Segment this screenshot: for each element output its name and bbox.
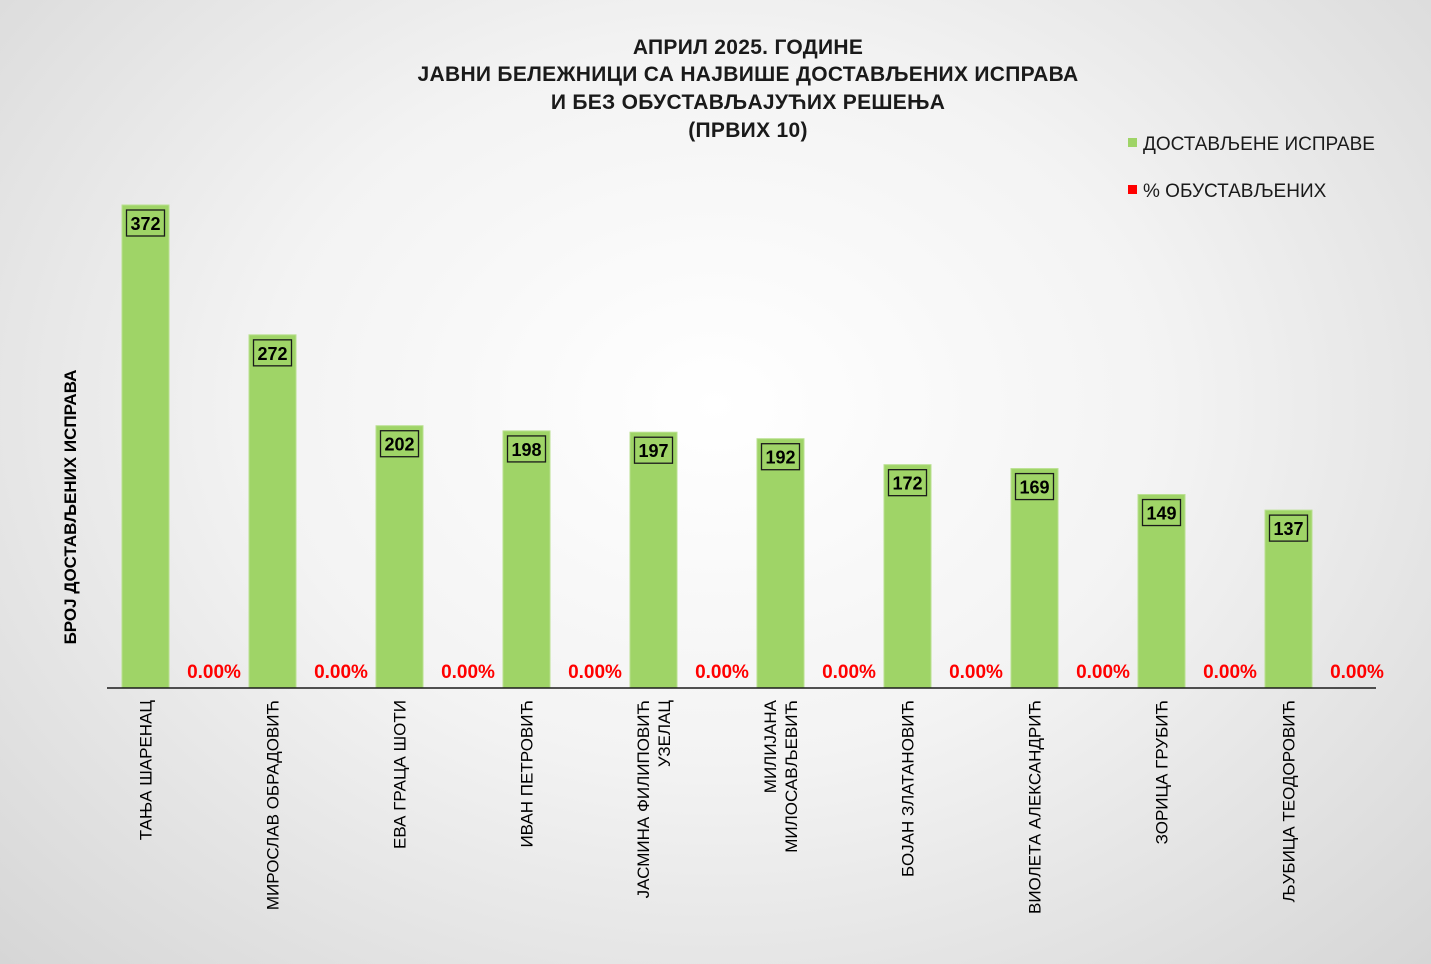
bar-value-box-2 [252, 339, 293, 367]
bar-5 [629, 431, 678, 689]
percent-label-10: 0.00% [1330, 662, 1384, 683]
category-label-7-line-1: БОЈАН ЗЛАТАНОВИЋ [899, 700, 918, 877]
bars: 372 0.00% 272 0.00% 202 0.00% 198 0.00% 197 0.00%… [121, 204, 1384, 689]
percent-label-4: 0.00% [568, 662, 622, 683]
legend-entry-1: ДОСТАВЉЕНЕ ИСПРАВЕ [1143, 134, 1375, 155]
category-label-5: ЈАСМИНА ФИЛИПОВИЋ УЗЕЛАЦ [634, 700, 674, 899]
bar-9 [1137, 494, 1186, 689]
legend-swatch-2 [1128, 185, 1137, 194]
bar-value-box-7 [887, 469, 928, 497]
percent-label-2: 0.00% [314, 662, 368, 683]
bar-value-label-4: 198 [511, 440, 541, 460]
legend-swatch-1 [1128, 138, 1137, 147]
bar-value-box-10 [1268, 514, 1309, 542]
bar-value-label-8: 169 [1019, 478, 1049, 498]
category-label-1-line-1: ТАЊА ШАРЕНАЦ [137, 700, 156, 841]
bar-value-label-3: 202 [384, 435, 414, 455]
bar-7 [883, 464, 932, 689]
y-axis-label-group: БРОЈ ДОСТАВЉЕНИХ ИСПРАВА [61, 370, 80, 645]
bar-value-box-5 [633, 436, 674, 464]
title-line-4: (ПРВИХ 10) [688, 119, 808, 142]
y-axis-label: БРОЈ ДОСТАВЉЕНИХ ИСПРАВА [61, 370, 80, 645]
title-line-1: АПРИЛ 2025. ГОДИНЕ [633, 36, 863, 59]
bar-1 [121, 204, 170, 689]
category-label-1: ТАЊА ШАРЕНАЦ [137, 700, 156, 841]
bar-6 [756, 438, 805, 689]
bar-2 [248, 334, 297, 689]
percent-label-9: 0.00% [1203, 662, 1257, 683]
category-label-10-line-1: ЉУБИЦА ТЕОДОРОВИЋ [1280, 700, 1299, 902]
category-label-3-line-1: ЕВА ГРАЦА ШОТИ [391, 700, 410, 849]
category-label-4-line-1: ИВАН ПЕТРОВИЋ [518, 700, 537, 848]
bar-value-label-9: 149 [1146, 504, 1176, 524]
bar-value-box-4 [506, 435, 547, 463]
category-label-10: ЉУБИЦА ТЕОДОРОВИЋ [1280, 700, 1299, 902]
bar-value-box-6 [760, 443, 801, 471]
category-label-5-line-1: ЈАСМИНА ФИЛИПОВИЋ [634, 700, 653, 898]
category-label-7: БОЈАН ЗЛАТАНОВИЋ [899, 700, 918, 877]
category-label-2: МИРОСЛАВ ОБРАДОВИЋ [264, 700, 283, 910]
percent-label-8: 0.00% [1076, 662, 1130, 683]
category-labels: ТАЊА ШАРЕНАЦ МИРОСЛАВ ОБРАДОВИЋ ЕВА ГРАЦА … [137, 699, 1299, 914]
chart-title: АПРИЛ 2025. ГОДИНЕ ЈАВНИ БЕЛЕЖНИЦИ СА НАЈ… [418, 36, 1079, 142]
category-label-6: МИЛИЈАНА МИЛОСАВЉЕВИЋ [761, 699, 801, 852]
category-label-4: ИВАН ПЕТРОВИЋ [518, 700, 537, 848]
legend-entry-2: % ОБУСТАВЉЕНИХ [1143, 181, 1327, 202]
category-label-3: ЕВА ГРАЦА ШОТИ [391, 700, 410, 849]
bar-value-label-10: 137 [1273, 519, 1303, 539]
percent-label-3: 0.00% [441, 662, 495, 683]
bar-value-label-7: 172 [892, 474, 922, 494]
bar-value-label-2: 272 [257, 344, 287, 364]
category-label-2-line-1: МИРОСЛАВ ОБРАДОВИЋ [264, 700, 283, 910]
bar-8 [1010, 468, 1059, 689]
category-label-9-line-1: ЗОРИЦА ГРУБИЋ [1153, 700, 1172, 844]
percent-label-5: 0.00% [695, 662, 749, 683]
bar-3 [375, 425, 424, 689]
bar-10 [1264, 509, 1313, 689]
bar-value-box-3 [379, 430, 420, 458]
bar-value-box-9 [1141, 498, 1182, 527]
bar-value-label-6: 192 [765, 448, 795, 468]
category-label-5-line-2: УЗЕЛАЦ [655, 700, 674, 768]
category-label-6-line-1: МИЛИЈАНА [761, 699, 780, 793]
bar-4 [502, 430, 551, 689]
percent-label-7: 0.00% [949, 662, 1003, 683]
legend: ДОСТАВЉЕНЕ ИСПРАВЕ % ОБУСТАВЉЕНИХ [1128, 134, 1375, 202]
percent-label-1: 0.00% [187, 662, 241, 683]
category-label-8: ВИОЛЕТА АЛЕКСАНДРИЋ [1026, 700, 1045, 914]
bar-value-label-1: 372 [130, 214, 160, 234]
bar-value-box-8 [1014, 472, 1055, 501]
title-line-2: ЈАВНИ БЕЛЕЖНИЦИ СА НАЈВИШЕ ДОСТАВЉЕНИХ И… [418, 63, 1079, 86]
title-line-3: И БЕЗ ОБУСТАВЉАЈУЋИХ РЕШЕЊА [551, 91, 945, 114]
category-label-8-line-1: ВИОЛЕТА АЛЕКСАНДРИЋ [1026, 700, 1045, 914]
bar-value-label-5: 197 [638, 441, 668, 461]
percent-label-6: 0.00% [822, 662, 876, 683]
category-label-9: ЗОРИЦА ГРУБИЋ [1153, 700, 1172, 844]
bar-value-box-1 [125, 209, 166, 237]
category-label-6-line-2: МИЛОСАВЉЕВИЋ [782, 700, 801, 853]
